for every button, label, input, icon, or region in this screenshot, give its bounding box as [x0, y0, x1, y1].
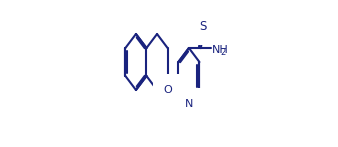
Text: O: O [164, 85, 172, 95]
Text: S: S [199, 20, 207, 34]
Text: 2: 2 [220, 48, 225, 57]
Text: N: N [185, 99, 193, 109]
Text: NH: NH [212, 45, 229, 55]
